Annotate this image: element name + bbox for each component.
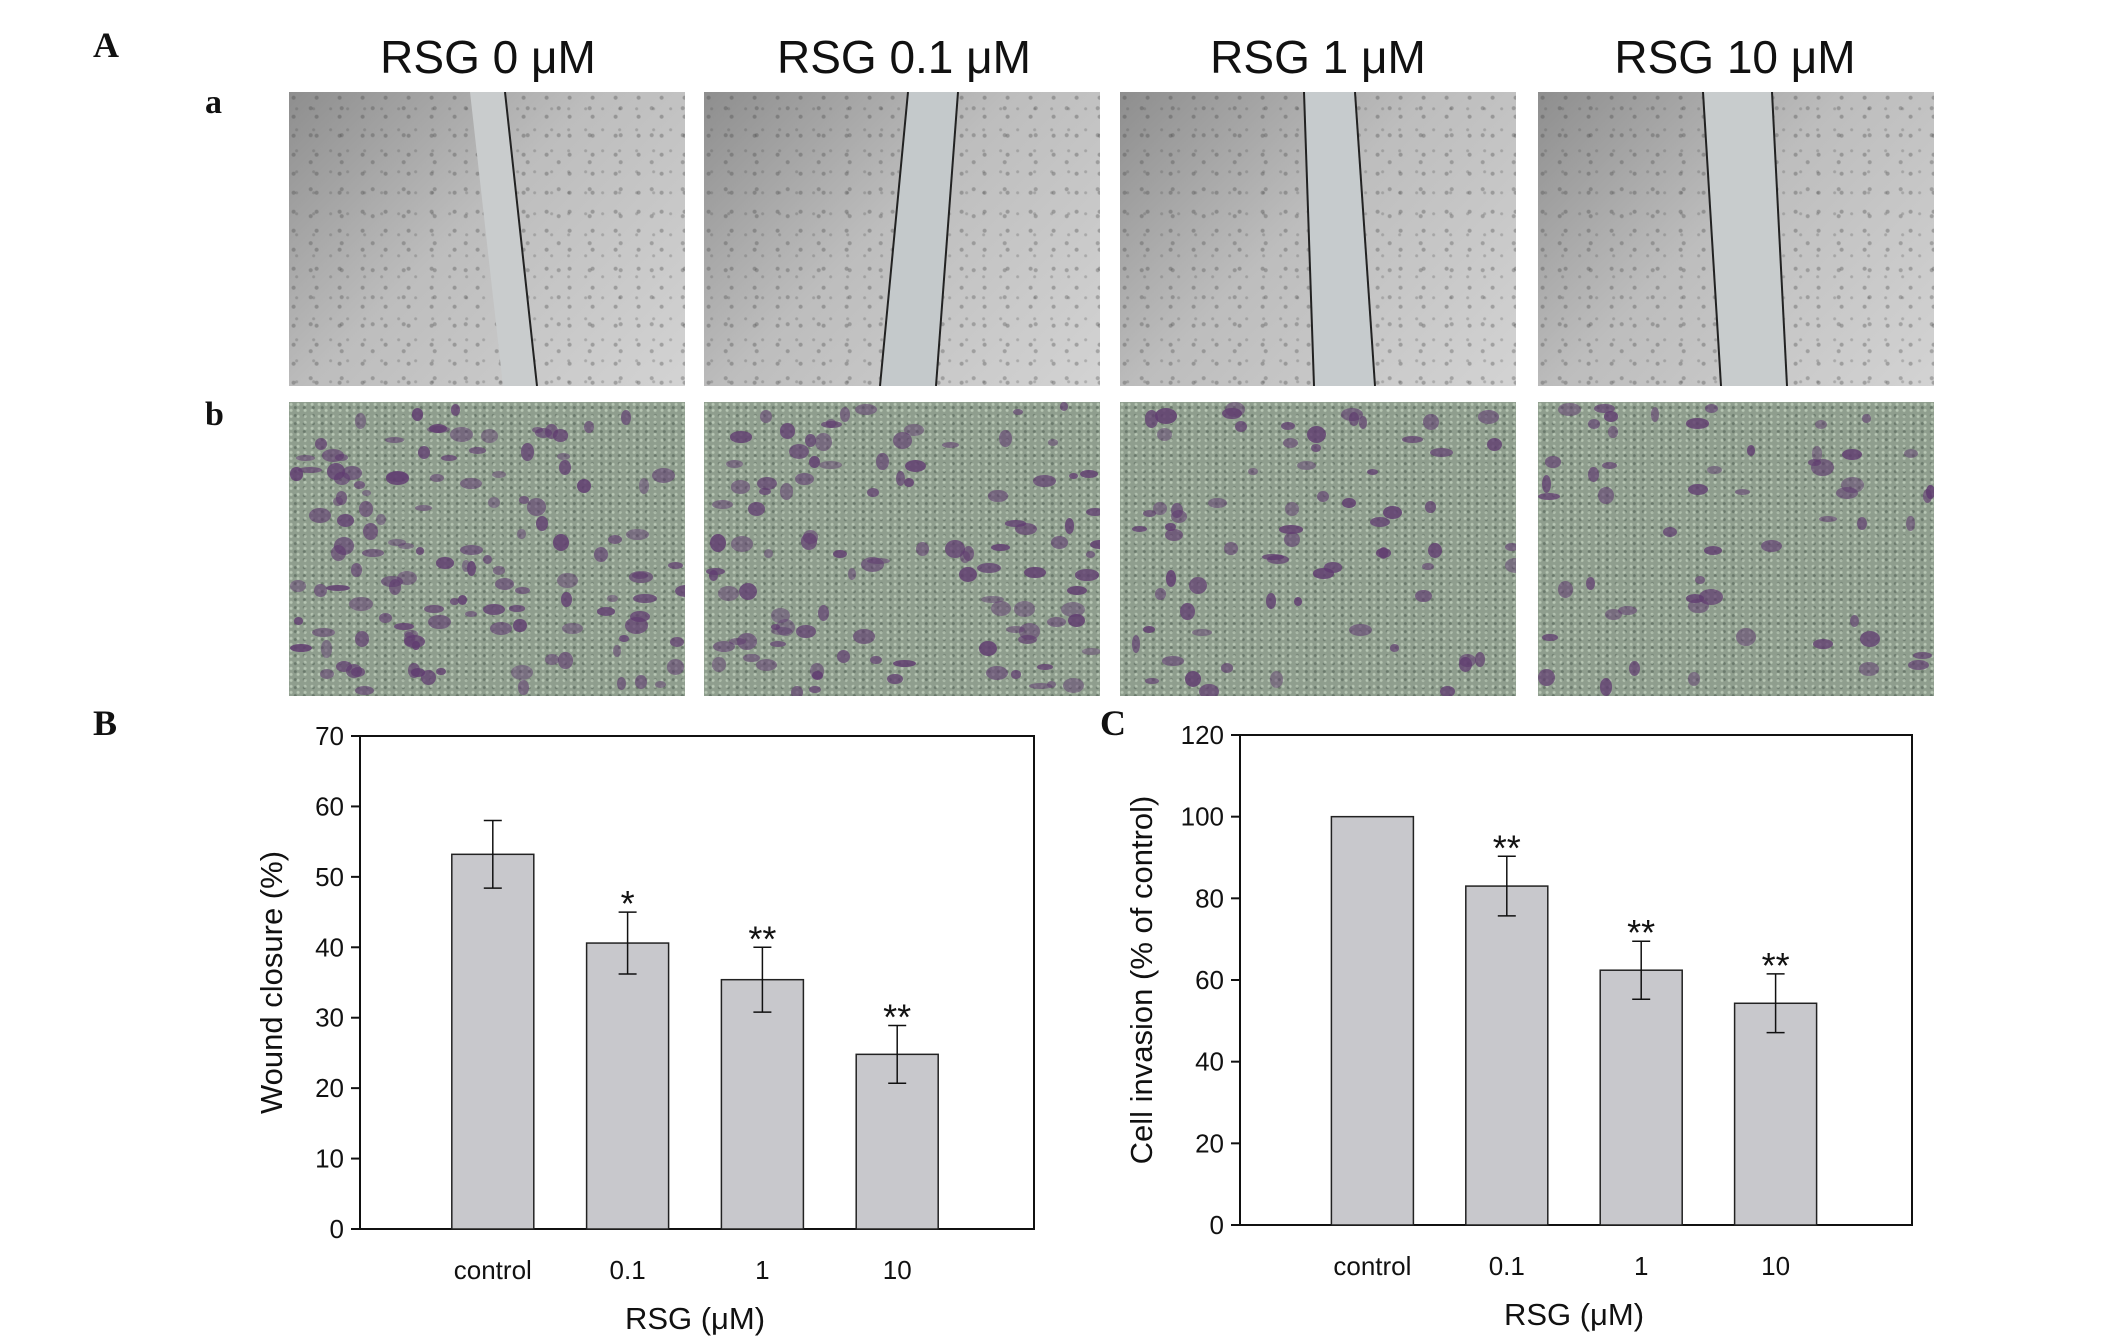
cell-invasion-x-axis-label: RSG (μM) (1504, 1297, 1644, 1332)
wound-closure-ytick-label: 40 (315, 932, 344, 962)
cell-invasion-chart: 0 20 40 60 80 100 120 control ** 0.1 ** 1 ** 10 RSG (μ… (1124, 720, 1913, 1332)
wound-closure-bar-3 (855, 1053, 939, 1230)
row-label-b: b (205, 396, 224, 433)
panel-label-a: A (93, 25, 119, 65)
wound-closure-category-label-3: 10 (883, 1255, 912, 1285)
cell-invasion-ytick-label: 100 (1181, 802, 1224, 832)
cell-invasion-category-label-1: 0.1 (1489, 1251, 1525, 1281)
wound-closure-bar-1 (585, 942, 670, 1230)
micrograph-title-3: RSG 10 μM (1614, 31, 1856, 83)
wound-closure-significance-3: ** (883, 996, 911, 1037)
wound-closure-significance-2: ** (748, 918, 776, 959)
wound-closure-ytick-label: 60 (315, 791, 344, 821)
cell-invasion-ytick-label: 40 (1195, 1047, 1224, 1077)
wound-closure-y-axis-label: Wound closure (%) (254, 851, 289, 1114)
wound-closure-ytick-label: 10 (315, 1144, 344, 1174)
micrograph-title-1: RSG 0.1 μM (776, 31, 1031, 83)
panel-label-b: B (93, 703, 118, 743)
cell-invasion-significance-2: ** (1627, 912, 1655, 953)
wound-closure-ytick-label: 30 (315, 1003, 344, 1033)
cell-invasion-ytick-label: 80 (1195, 883, 1224, 913)
wound-closure-category-label-1: 0.1 (610, 1255, 646, 1285)
invasion-image-rsg-0-1 (704, 402, 1100, 696)
cell-invasion-category-label-2: 1 (1634, 1251, 1648, 1281)
cell-invasion-y-axis-label: Cell invasion (% of control) (1124, 796, 1159, 1165)
wound-closure-significance-1: * (621, 883, 635, 924)
invasion-image-rsg-1 (1120, 402, 1516, 696)
wound-closure-x-axis-label: RSG (μM) (625, 1301, 765, 1336)
row-label-a: a (205, 84, 222, 121)
wound-closure-bar-2 (720, 978, 805, 1230)
cell-invasion-category-label-3: 10 (1761, 1251, 1790, 1281)
wound-closure-ytick-label: 70 (315, 721, 344, 751)
wound-closure-plot-frame (359, 735, 1035, 1230)
cell-invasion-bar-2 (1599, 969, 1683, 1226)
cell-invasion-bar-3 (1733, 1002, 1818, 1226)
cell-invasion-bar-0 (1330, 815, 1415, 1226)
micrograph-title-2: RSG 1 μM (1210, 31, 1426, 83)
invasion-image-rsg-0 (289, 402, 685, 696)
cell-invasion-bar-1 (1465, 885, 1549, 1226)
wound-closure-category-label-2: 1 (755, 1255, 769, 1285)
invasion-image-rsg-10 (1538, 402, 1934, 696)
panel-label-c: C (1100, 703, 1126, 743)
wound-image-rsg-0-1 (704, 92, 1100, 386)
wound-closure-ytick-label: 50 (315, 862, 344, 892)
wound-image-rsg-10 (1538, 92, 1934, 386)
wound-closure-ytick-label: 0 (330, 1214, 344, 1244)
cell-invasion-ytick-label: 20 (1195, 1128, 1224, 1158)
cell-invasion-ytick-label: 0 (1210, 1210, 1224, 1240)
cell-invasion-category-label-0: control (1333, 1251, 1411, 1281)
wound-image-rsg-1 (1120, 92, 1516, 386)
micrograph-title-0: RSG 0 μM (380, 31, 596, 83)
wound-closure-bar-0 (451, 853, 535, 1230)
wound-closure-chart: 0 10 20 30 40 50 60 70 control * 0.1 ** 1 ** 10 RSG (μM… (254, 721, 1035, 1336)
wound-image-rsg-0 (289, 92, 685, 386)
cell-invasion-significance-1: ** (1493, 827, 1521, 868)
cell-invasion-ytick-label: 120 (1181, 720, 1224, 750)
cell-invasion-significance-3: ** (1762, 945, 1790, 986)
cell-invasion-ytick-label: 60 (1195, 965, 1224, 995)
wound-closure-category-label-0: control (454, 1255, 532, 1285)
wound-closure-ytick-label: 20 (315, 1073, 344, 1103)
